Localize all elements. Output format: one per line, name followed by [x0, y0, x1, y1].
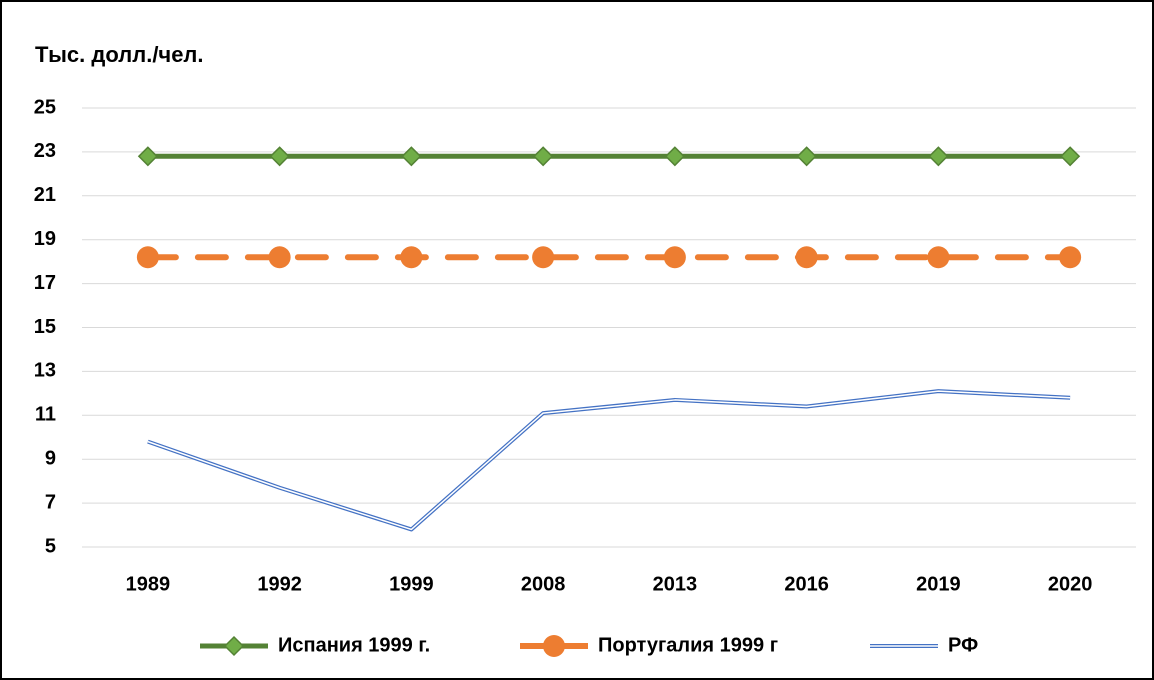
y-axis-label: Тыс. долл./чел. [35, 42, 204, 67]
data-point [401, 146, 422, 167]
legend-label: Португалия 1999 г [598, 634, 778, 656]
x-tick-label: 1999 [389, 573, 434, 595]
data-point [136, 246, 159, 269]
y-tick-label: 7 [45, 491, 56, 513]
y-tick-label: 17 [34, 272, 56, 294]
y-tick-label: 11 [35, 404, 56, 426]
x-tick-label: 1992 [257, 573, 302, 595]
data-point [796, 146, 817, 167]
legend-label: Испания 1999 г. [278, 634, 430, 656]
x-tick-label: 2020 [1048, 573, 1093, 595]
legend-label: РФ [948, 634, 978, 656]
data-point [137, 146, 158, 167]
y-tick-label: 21 [34, 184, 56, 206]
legend-marker [543, 635, 565, 657]
data-point [927, 246, 950, 269]
y-tick-label: 13 [34, 360, 56, 382]
y-tick-label: 19 [34, 228, 56, 250]
data-point [795, 246, 818, 269]
data-point [663, 246, 686, 269]
data-point [400, 246, 423, 269]
x-tick-label: 2013 [653, 573, 698, 595]
x-tick-label: 2019 [916, 573, 961, 595]
y-tick-label: 5 [45, 535, 56, 557]
x-tick-label: 2016 [784, 573, 829, 595]
data-point [268, 246, 291, 269]
data-point [1059, 246, 1082, 269]
y-tick-label: 25 [34, 96, 56, 118]
x-tick-label: 1989 [126, 573, 171, 595]
data-point [533, 146, 554, 167]
y-tick-label: 9 [45, 447, 56, 469]
legend-marker [223, 635, 245, 657]
y-tick-label: 23 [34, 140, 56, 162]
data-point [269, 146, 290, 167]
data-point [532, 246, 555, 269]
x-tick-label: 2008 [521, 573, 566, 595]
series-line-inner [147, 390, 1071, 531]
y-tick-label: 15 [34, 316, 56, 338]
data-point [664, 146, 685, 167]
data-point [928, 146, 949, 167]
data-point [1060, 146, 1081, 167]
